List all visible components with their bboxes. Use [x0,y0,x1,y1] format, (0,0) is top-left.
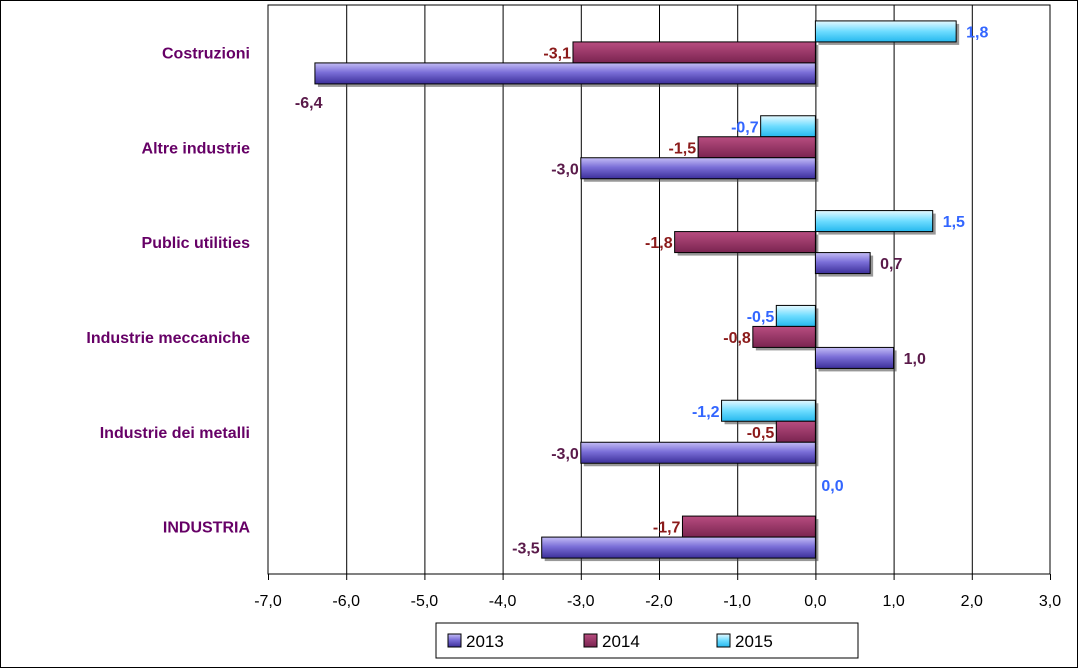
bar-2014 [681,515,816,538]
bars-group [314,20,960,562]
category-label: Industrie meccaniche [86,330,250,347]
data-label-2013: 0,7 [880,256,902,273]
category-label: Costruzioni [162,45,250,62]
x-tick-label: -7,0 [254,593,282,610]
bar-2014 [752,325,816,348]
data-label-2014: -3,1 [543,45,571,62]
x-tick-label: -5,0 [411,593,439,610]
legend: 2013 2014 2015 [435,622,859,659]
legend-label-2014: 2014 [602,632,640,651]
bar-2013 [541,536,816,559]
bar-2014 [674,231,816,254]
legend-label-2015: 2015 [735,632,773,651]
data-label-2015: 1,5 [943,214,965,231]
data-label-2014: -1,7 [653,520,681,537]
x-tick-label: 3,0 [1039,593,1061,610]
bar-2014 [697,136,816,159]
legend-swatch-2014 [583,633,598,648]
legend-label-2013: 2013 [466,632,504,651]
plot-area: -7,0 -6,0 -5,0 -4,0 -3,0 -2,0 -1,0 0,0 1,0 2,0 3,0 [254,4,1061,610]
x-tick-label: -3,0 [567,593,595,610]
data-label-2013: -6,4 [295,95,323,112]
bar-2013 [814,346,895,369]
labels-group: INDUSTRIA 0,0 -1,7 -3,5 Industrie dei metall… [86,24,988,557]
bar-2015 [760,115,816,138]
bar-2015 [721,399,816,422]
x-tick-label: -6,0 [332,593,360,610]
bar-2014 [572,41,816,64]
x-tick-label: 0,0 [804,593,826,610]
data-label-2015: 0,0 [821,478,843,495]
bar-2013 [814,252,871,275]
data-label-2015: 1,8 [966,24,988,41]
data-label-2013: 1,0 [904,351,926,368]
x-tick-label: 2,0 [961,593,983,610]
data-label-2013: -3,0 [551,446,579,463]
bar-2013 [580,157,816,180]
data-label-2013: -3,5 [512,541,540,558]
bar-2015 [814,20,957,43]
x-tick-label: 1,0 [882,593,904,610]
bar-2013 [580,441,816,464]
data-label-2015: -0,5 [747,309,775,326]
x-tick-label: -2,0 [645,593,673,610]
bar-2015 [814,210,934,233]
data-label-2013: -3,0 [551,161,579,178]
legend-swatch-2013 [447,633,462,648]
data-label-2015: -1,2 [692,404,720,421]
legend-swatch-2015 [716,633,731,648]
bar-2013 [314,62,816,85]
bar-2014 [775,420,816,443]
legend-box [435,622,859,659]
category-label: Industrie dei metalli [100,425,250,442]
bar-2015 [775,304,816,327]
data-label-2014: -0,8 [723,330,751,347]
category-label: Altre industrie [142,140,251,157]
data-label-2015: -0,7 [731,119,759,136]
data-label-2014: -0,5 [747,425,775,442]
data-label-2014: -1,5 [669,140,697,157]
category-label: Public utilities [142,235,251,252]
x-tick-label: -4,0 [489,593,517,610]
category-label: INDUSTRIA [163,520,251,537]
x-tick-label: -1,0 [723,593,751,610]
data-label-2014: -1,8 [645,235,673,252]
